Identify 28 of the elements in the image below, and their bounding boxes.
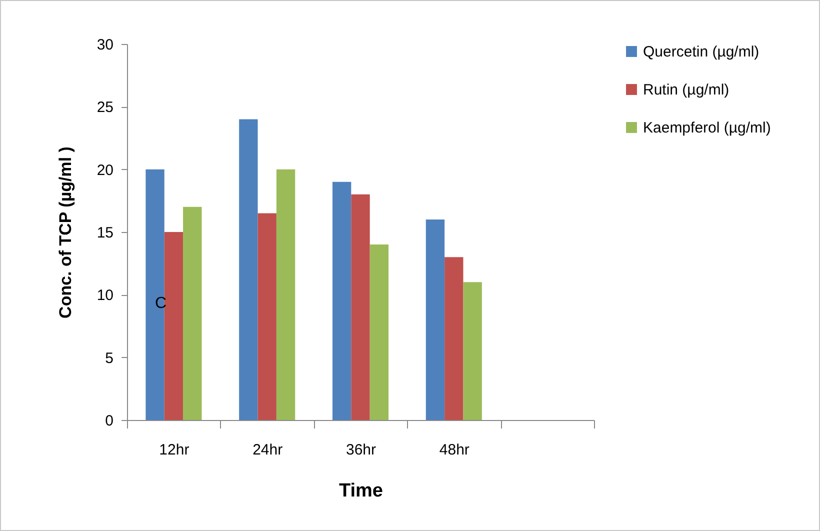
x-tick-label: 12hr [159, 442, 190, 458]
bar [164, 232, 184, 420]
y-tick-label: 5 [105, 350, 114, 367]
y-axis-title: Conc. of TCP (µg/ml ) [56, 146, 75, 318]
bar [463, 282, 482, 420]
y-tick-label: 0 [105, 412, 114, 430]
y-tick-label: 30 [96, 36, 114, 54]
x-tick-label: 48hr [439, 442, 470, 458]
bar [370, 244, 389, 420]
bar [258, 213, 276, 420]
legend-label: Quercetin (µg/ml) [643, 44, 760, 60]
x-axis-title: Time [338, 480, 384, 502]
x-tick-label: 36hr [346, 442, 376, 458]
bar [332, 182, 352, 420]
bar [276, 169, 296, 420]
y-tick-label: 10 [96, 287, 114, 304]
bar [183, 206, 202, 420]
y-tick-label: 20 [96, 162, 114, 179]
bar [426, 219, 445, 420]
legend-label: Kaempferol (µg/ml) [643, 120, 771, 136]
legend-label: Rutin (µg/ml) [643, 82, 730, 98]
bar [444, 257, 464, 420]
y-tick-label: 25 [96, 99, 114, 116]
bar [239, 119, 258, 420]
x-tick-label: 24hr [252, 442, 283, 458]
bar [146, 169, 164, 420]
y-tick-label: 15 [96, 224, 114, 242]
bar [351, 194, 370, 420]
